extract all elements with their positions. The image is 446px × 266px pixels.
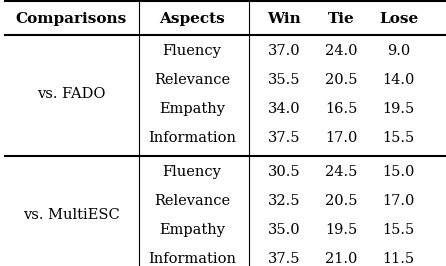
Text: 15.5: 15.5 xyxy=(382,131,415,145)
Text: Tie: Tie xyxy=(328,12,355,26)
Text: vs. MultiESC: vs. MultiESC xyxy=(23,208,120,222)
Text: 20.5: 20.5 xyxy=(325,73,358,87)
Text: Information: Information xyxy=(148,252,236,266)
Text: vs. FADO: vs. FADO xyxy=(37,87,105,101)
Text: Win: Win xyxy=(267,12,301,26)
Text: Aspects: Aspects xyxy=(159,12,225,26)
Text: 14.0: 14.0 xyxy=(382,73,415,87)
Text: 19.5: 19.5 xyxy=(382,102,415,116)
Text: Fluency: Fluency xyxy=(162,44,221,58)
Text: Comparisons: Comparisons xyxy=(16,12,127,26)
Text: 37.0: 37.0 xyxy=(268,44,301,58)
Text: 16.5: 16.5 xyxy=(325,102,358,116)
Text: 35.5: 35.5 xyxy=(268,73,301,87)
Text: Lose: Lose xyxy=(379,12,418,26)
Text: 19.5: 19.5 xyxy=(325,223,357,237)
Text: Information: Information xyxy=(148,131,236,145)
Text: 24.0: 24.0 xyxy=(325,44,358,58)
Text: 35.0: 35.0 xyxy=(268,223,301,237)
Text: 15.5: 15.5 xyxy=(382,223,415,237)
Text: Empathy: Empathy xyxy=(159,102,225,116)
Text: 30.5: 30.5 xyxy=(268,165,301,179)
Text: 17.0: 17.0 xyxy=(382,194,415,208)
Text: Fluency: Fluency xyxy=(162,165,221,179)
Text: 37.5: 37.5 xyxy=(268,252,301,266)
Text: 34.0: 34.0 xyxy=(268,102,301,116)
Text: 24.5: 24.5 xyxy=(325,165,358,179)
Text: 21.0: 21.0 xyxy=(325,252,358,266)
Text: 37.5: 37.5 xyxy=(268,131,301,145)
Text: Relevance: Relevance xyxy=(154,73,230,87)
Text: Empathy: Empathy xyxy=(159,223,225,237)
Text: 9.0: 9.0 xyxy=(387,44,410,58)
Text: 15.0: 15.0 xyxy=(382,165,415,179)
Text: Relevance: Relevance xyxy=(154,194,230,208)
Text: 17.0: 17.0 xyxy=(325,131,358,145)
Text: 20.5: 20.5 xyxy=(325,194,358,208)
Text: 11.5: 11.5 xyxy=(382,252,414,266)
Text: 32.5: 32.5 xyxy=(268,194,301,208)
